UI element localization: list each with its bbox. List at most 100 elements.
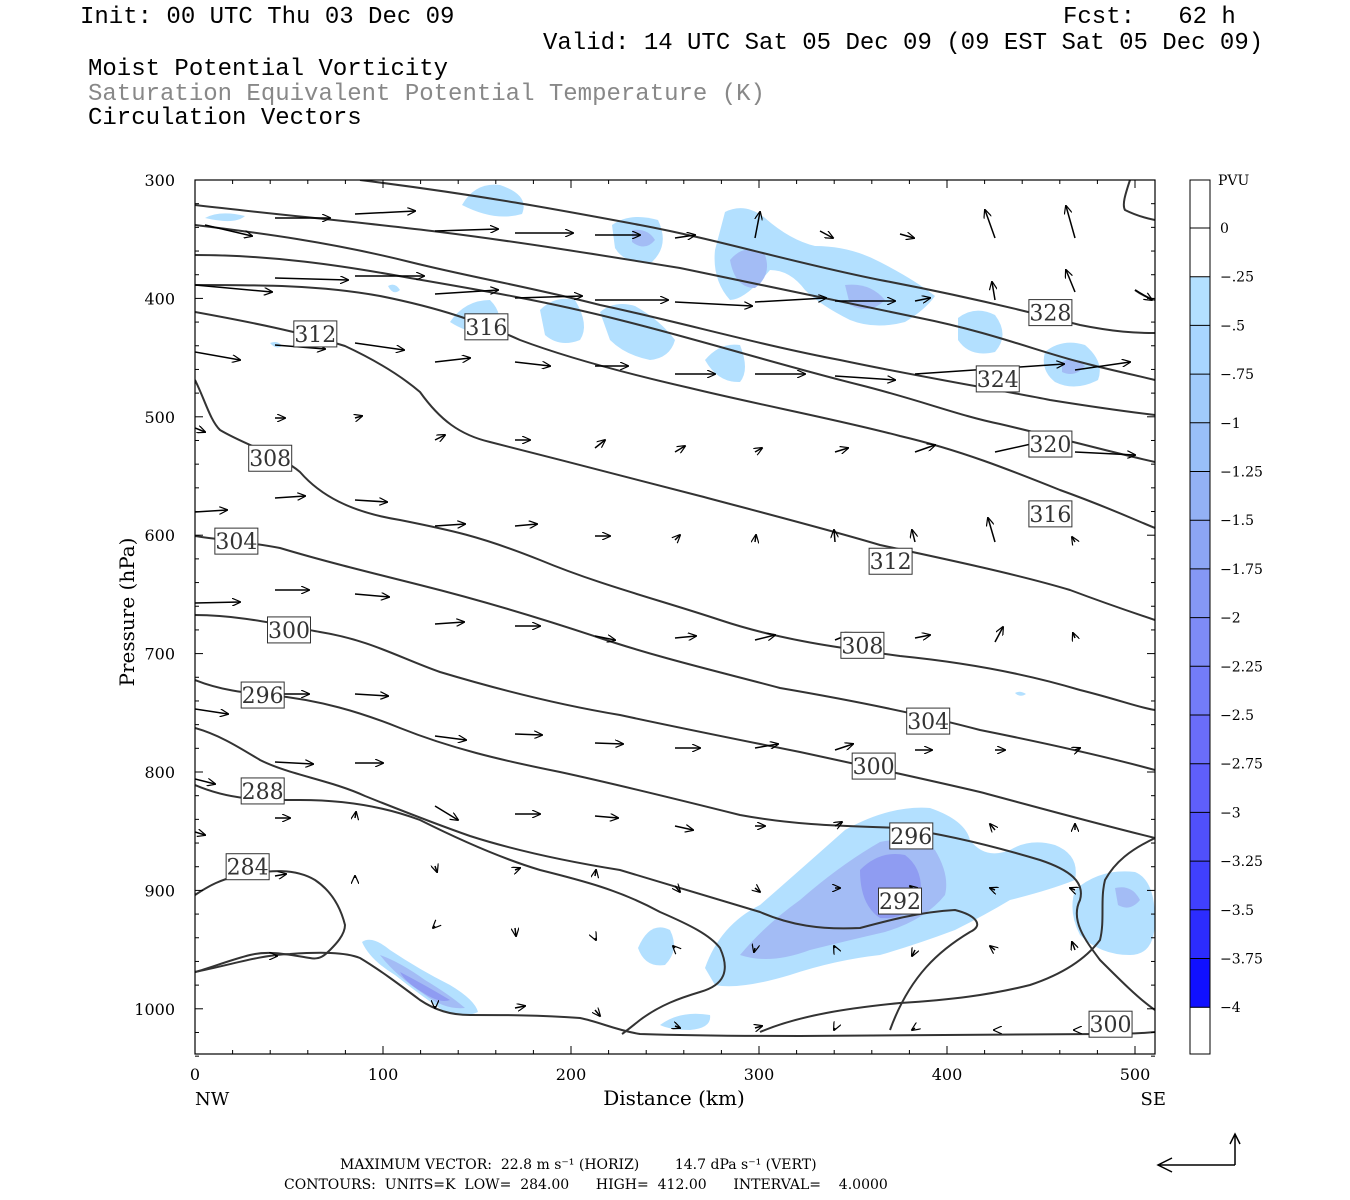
circulation-vector [675,535,680,540]
colorbar-label: −2.5 [1220,708,1254,724]
y-axis-title: Pressure (hPa) [115,538,139,687]
mpv-shade-region [660,1013,711,1030]
circulation-vector [274,278,348,280]
colorbar-swatch [1190,228,1210,278]
mpv-shade-region [638,927,674,966]
contour-line [359,180,1155,334]
circulation-vector [354,694,388,696]
circulation-vector [433,926,435,928]
contour-label: 328 [1029,302,1071,327]
colorbar-swatch [1190,666,1210,716]
y-axis-ticks: 300 400 500 600 700 800 900 1000 [134,171,1155,1057]
circulation-vector [834,530,835,543]
circulation-vector [835,822,842,826]
circulation-vector [514,362,550,366]
contour-line [195,784,726,1035]
contour-line [195,204,1155,381]
x-axis-ticks: 0 100 200 300 400 500 [190,180,1150,1084]
circulation-vector [195,428,205,432]
x-axis-right-end-label: SE [1141,1089,1166,1110]
circulation-vector [912,1028,915,1030]
circulation-vector [355,812,356,818]
circulation-vector [1066,206,1076,239]
circulation-vector [834,448,848,452]
circulation-vector [514,1006,525,1008]
colorbar-label: −4 [1220,1000,1241,1016]
circulation-vector [434,358,470,362]
field-label-vectors: Circulation Vectors [88,105,362,132]
circulation-vector [204,224,252,236]
circulation-vector [195,510,227,512]
circulation-vector [985,210,996,239]
theta-es-contours [195,180,1155,1038]
circulation-vector [914,635,930,638]
x-axis-left-end-label: NW [195,1089,230,1110]
forecast-hour: Fcst: 62 h [1063,4,1236,31]
colorbar-label: −3.5 [1220,903,1254,919]
mpv-shade-region [730,249,768,288]
circulation-vector [755,535,756,542]
circulation-vector [434,805,458,820]
circulation-vector [674,235,695,238]
y-tick-label: 600 [144,526,175,545]
circulation-vector [594,816,618,818]
circulation-vector [990,888,995,890]
contour-label-box [840,631,885,659]
mpv-shade-region [462,184,524,217]
contour-line [759,837,1155,1033]
contour-label-box [851,752,896,780]
circulation-vector [834,1028,835,1030]
x-axis-title: Distance (km) [603,1086,745,1110]
contour-label-box [240,681,285,709]
mpv-shade-region [705,344,745,383]
pvu-colorbar: 0 −.25 −.5 −.75 −1 −1.25 −1.5 −1.75 −2 −2.25 −2.5 −… [1189,179,1263,1055]
contour-label-box [464,313,509,341]
x-tick-label: 400 [932,1065,963,1084]
reference-vector-arrows [1156,1132,1241,1173]
circulation-vector [594,636,615,640]
circulation-vector [674,636,696,638]
circulation-vectors [195,206,1152,1030]
field-label-theta-es: Saturation Equivalent Potential Temperat… [88,81,765,108]
contour-label-box [214,527,259,555]
y-tick-label: 300 [144,171,175,190]
circulation-vector [674,301,752,306]
contour-label-box [267,616,311,644]
contour-label: 296 [890,825,932,850]
colorbar-swatch [1190,374,1210,424]
circulation-vector [755,1026,762,1028]
colorbar-label: −1.75 [1220,562,1263,578]
colorbar-swatch [1190,861,1210,911]
circulation-vector [595,938,596,940]
circulation-vector [595,1010,600,1016]
y-tick-label: 700 [144,645,175,664]
colorbar-swatch [1190,715,1210,765]
circulation-vector [514,734,542,735]
y-tick-label: 1000 [134,1000,175,1019]
circulation-vector [514,524,537,526]
colorbar-label: −2.25 [1220,659,1263,675]
circulation-vector [434,524,465,526]
colorbar-swatch [1190,568,1210,619]
circulation-vector [274,496,305,498]
colorbar-swatch [1190,422,1210,472]
init-time: Init: 00 UTC Thu 03 Dec 09 [80,4,455,31]
mpv-shade-region [1015,691,1026,696]
colorbar-swatch [1190,909,1210,959]
circulation-vector [434,290,498,295]
colorbar-label: −1.25 [1220,465,1263,481]
circulation-vector [514,296,582,298]
circulation-vector [912,950,915,956]
circulation-vector [1070,888,1075,890]
contour-line [195,535,1155,771]
colorbar-swatch [1190,763,1210,813]
circulation-vector [819,230,833,238]
x-tick-label: 200 [556,1065,587,1084]
circulation-vector [434,229,498,231]
contour-label-box [293,320,338,348]
mpv-shade-region [380,955,465,1009]
colorbar-label: −.75 [1220,367,1254,383]
circulation-vector [675,886,680,892]
x-tick-label: 500 [1120,1065,1151,1084]
